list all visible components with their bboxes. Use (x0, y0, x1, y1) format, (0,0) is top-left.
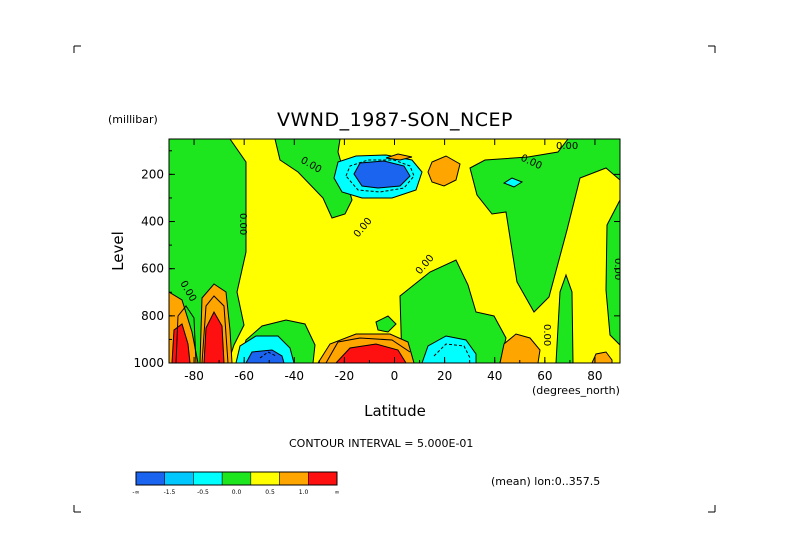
colorbar-label-5: 1.0 (299, 489, 309, 496)
x-unit-label: (degrees_north) (532, 384, 620, 397)
y-unit-label: (millibar) (108, 113, 158, 126)
colorbar-label-1: -1.5 (164, 489, 176, 496)
x-tick-label-7: 60 (537, 369, 552, 383)
x-tick-label-3: -20 (335, 369, 355, 383)
contour-label-2: 0.00 (237, 213, 248, 235)
contour-label-7: 0.00 (556, 141, 578, 152)
field-region-cyan-lowmid (421, 335, 477, 363)
field-region-cyan-northeast (502, 177, 524, 188)
field-region-red-lowcenter (335, 343, 407, 363)
x-axis: -80 -60 -40 -20 0 20 40 60 80 (168, 139, 621, 383)
colorbar-swatch-3 (221, 471, 252, 486)
y-tick-label-2: 600 (141, 262, 164, 276)
field-region-green-eastedge (605, 199, 620, 346)
positive-contours (175, 295, 411, 363)
field-region-blue-lowleft (245, 349, 285, 363)
field-region-orange-low50n (499, 333, 541, 363)
colorbar-label-4: 0.5 (265, 489, 275, 496)
colorbar: -∞ -1.5 -0.5 0.0 0.5 1.0 ∞ (132, 471, 340, 496)
colorbar-label-0: -∞ (132, 489, 139, 496)
colorbar-label-3: 0.0 (232, 489, 242, 496)
field-region-red-south2 (203, 310, 225, 363)
y-tick-label-3: 800 (141, 309, 164, 323)
colorbar-label-6: ∞ (335, 489, 340, 496)
field-region-orange-low90n (591, 351, 613, 363)
colorbar-swatch-4 (250, 471, 280, 486)
x-axis-title: Latitude (364, 402, 426, 420)
plot-area: 0.00 0.00 0.00 0.00 0.00 0.00 0.00 0.00 … (169, 139, 620, 363)
contour-label-8: 0.00 (541, 324, 552, 346)
corner-marks (73, 45, 716, 513)
field-region-blue-upper (353, 160, 411, 189)
y-tick-label-4: 1000 (133, 356, 164, 370)
colorbar-frame (135, 471, 338, 486)
chart-title: VWND_1987-SON_NCEP (277, 109, 513, 131)
x-tick-label-8: 80 (587, 369, 602, 383)
field-region-green-northmid (274, 139, 353, 219)
x-tick-label-2: -40 (284, 369, 304, 383)
y-axis: 200 400 600 800 1000 (133, 150, 620, 370)
y-tick-label-1: 400 (141, 215, 164, 229)
colorbar-swatch-1 (164, 471, 194, 486)
contour-interval-text: CONTOUR INTERVAL = 5.000E-01 (289, 437, 473, 450)
field-region-green-south60 (555, 273, 574, 363)
colorbar-label-2: -0.5 (197, 489, 209, 496)
y-tick-label-0: 200 (141, 167, 164, 181)
colorbar-swatch-0 (135, 471, 165, 486)
x-tick-label-0: -80 (184, 369, 204, 383)
y-axis-title: Level (109, 231, 127, 271)
colorbar-swatch-6 (308, 471, 338, 486)
field-region-orange-uppertop (385, 153, 413, 161)
x-tick-label-6: 40 (487, 369, 502, 383)
field-region-orange-upper (427, 155, 461, 187)
field-region-green-lowcenter (375, 315, 397, 333)
colorbar-swatch-5 (279, 471, 309, 486)
x-tick-label-4: 0 (391, 369, 399, 383)
x-tick-label-5: 20 (437, 369, 452, 383)
mean-lon-text: (mean) lon:0..357.5 (491, 475, 600, 488)
x-tick-label-1: -60 (234, 369, 254, 383)
colorbar-swatch-2 (193, 471, 223, 486)
negative-contours (259, 159, 471, 359)
